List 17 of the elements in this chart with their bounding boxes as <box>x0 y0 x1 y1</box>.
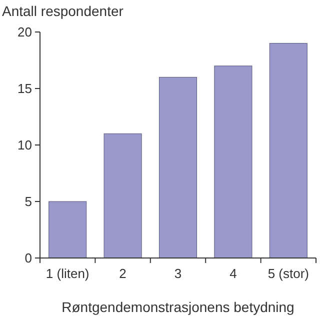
y-axis-title: Antall respondenter <box>2 3 124 19</box>
y-tick-label: 5 <box>24 194 32 210</box>
x-tick-label: 3 <box>174 266 182 281</box>
x-tick-label: 5 (stor) <box>268 266 309 281</box>
x-axis-title: Røntgendemonstrasjonens betydning <box>62 299 294 315</box>
x-tick-label: 4 <box>230 266 237 281</box>
bar <box>104 133 142 258</box>
y-tick-label: 0 <box>24 250 32 266</box>
bar <box>214 66 252 258</box>
y-tick-label: 20 <box>18 24 32 40</box>
y-tick-label: 15 <box>18 81 32 96</box>
y-tick-label: 10 <box>18 138 32 153</box>
x-tick-label: 1 (liten) <box>46 266 90 281</box>
bar <box>48 201 87 258</box>
bar <box>158 76 198 258</box>
x-tick-label: 2 <box>119 266 126 281</box>
bar <box>269 43 308 258</box>
